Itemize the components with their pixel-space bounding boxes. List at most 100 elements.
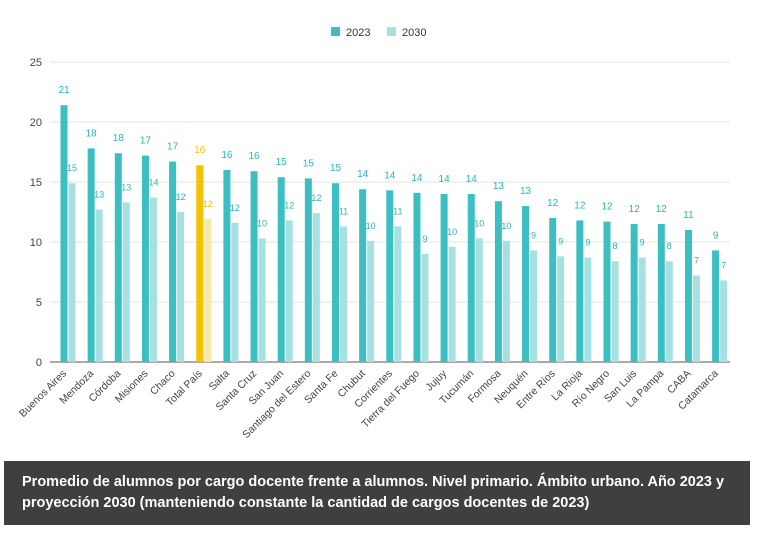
legend-label: 2023 [346,27,370,39]
bar-2030 [122,202,130,362]
bar-2030 [502,240,510,362]
data-label-2030: 8 [612,241,617,251]
data-label-2030: 8 [667,241,672,251]
data-label-2030: 10 [474,218,484,228]
x-axis: Buenos AiresMendozaCórdobaMisionesChacoT… [17,367,721,441]
bar-2030 [692,275,700,362]
chart-caption: Promedio de alumnos por cargo docente fr… [4,461,750,525]
y-tick-label: 0 [36,357,42,369]
data-label-2023: 12 [547,198,559,209]
bar-2030 [475,238,483,362]
data-label-2030: 7 [721,260,726,270]
legend: 2023 2030 [331,27,426,39]
bar-2023 [440,194,448,362]
bar-2030 [149,197,157,362]
data-label-2023: 21 [58,85,70,96]
data-label-2023: 17 [140,136,152,147]
data-label-2023: 12 [629,204,641,215]
data-label-2023: 14 [411,173,423,184]
bar-2023 [549,218,557,362]
legend-label: 2030 [402,27,426,39]
bar-2030 [448,246,456,362]
bar-2030 [638,257,646,362]
data-label-2030: 10 [447,227,457,237]
bar-2030 [557,256,565,362]
y-axis: 0 5 10 15 20 25 [30,57,42,369]
data-label-2023: 15 [276,157,288,168]
data-label-2030: 9 [585,238,590,248]
data-label-2030: 10 [366,221,376,231]
bar-2023 [657,224,665,362]
data-label-2030: 13 [121,182,131,192]
data-label-2030: 11 [339,206,348,216]
data-label-2023: 17 [167,142,179,153]
bar-2023 [196,165,204,362]
legend-swatch [387,27,396,36]
data-label-2023: 11 [683,210,694,221]
data-label-2030: 13 [94,190,104,200]
bar-2030 [95,209,103,362]
data-label-2023: 12 [656,204,668,215]
data-label-2030: 9 [640,238,645,248]
y-tick-label: 5 [36,297,42,309]
data-label-2030: 14 [148,178,158,188]
bar-2023 [386,190,394,362]
data-label-2030: 12 [176,192,186,202]
bar-2023 [359,189,367,362]
bar-2023 [141,155,149,362]
data-label-2023: 16 [194,145,206,156]
bars: 21 15 18 13 18 13 17 14 17 12 16 12 16 12 16 10 15 12 15 12… [58,85,728,362]
bar-2023 [332,183,339,362]
bar-2023 [223,170,231,362]
bar-2023 [169,161,177,362]
data-label-2030: 12 [203,199,213,209]
bar-2023 [494,201,502,362]
bar-2030 [312,213,320,362]
bar-2030 [584,257,592,362]
bar-2023 [522,206,530,362]
data-label-2030: 9 [531,230,536,240]
bar-2023 [114,153,122,362]
data-label-2030: 15 [67,163,77,173]
data-label-2023: 13 [493,181,505,192]
y-tick-label: 20 [30,117,42,129]
data-label-2023: 15 [303,158,315,169]
data-label-2023: 16 [221,150,233,161]
data-label-2023: 12 [574,200,586,211]
data-label-2030: 12 [284,200,294,210]
data-label-2030: 9 [422,234,427,244]
bar-2030 [665,261,673,362]
bar-2023 [250,171,258,362]
bar-2030 [177,212,185,362]
bar-2023 [467,194,475,362]
bar-2023 [576,220,584,362]
bar-2023 [87,148,95,362]
bar-2030 [530,250,538,362]
data-label-2030: 12 [230,203,240,213]
data-label-2023: 13 [520,186,532,197]
bar-2023 [603,221,611,362]
data-label-2023: 14 [466,174,478,185]
bar-2030 [285,220,293,362]
data-label-2023: 15 [330,163,342,174]
legend-swatch [331,27,340,36]
data-label-2030: 12 [311,193,321,203]
bar-2023 [684,230,692,362]
bar-2030 [258,238,266,362]
data-label-2023: 18 [113,133,125,144]
bar-2023 [413,192,421,362]
data-label-2023: 14 [384,170,396,181]
data-label-2030: 10 [501,221,511,231]
data-label-2030: 9 [558,236,563,246]
data-label-2023: 14 [357,169,369,180]
data-label-2030: 11 [393,206,402,216]
data-label-2030: 7 [694,256,699,266]
data-label-2023: 16 [248,151,260,162]
bar-2023 [712,250,720,362]
data-label-2030: 10 [257,218,267,228]
bar-2030 [367,240,375,362]
data-label-2023: 14 [439,174,451,185]
data-label-2023: 9 [713,230,719,241]
y-tick-label: 25 [30,57,42,69]
bar-2023 [304,178,312,362]
